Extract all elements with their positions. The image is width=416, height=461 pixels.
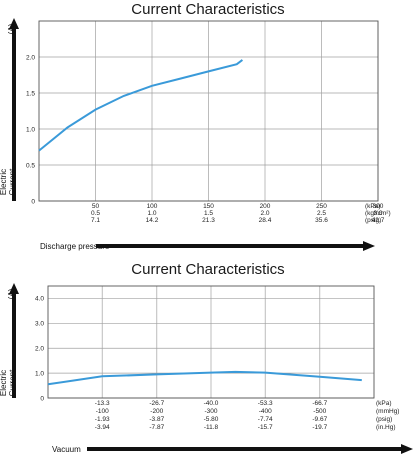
x-axis-arrow-head — [363, 241, 375, 251]
x-tick-label: 150 — [203, 203, 214, 210]
x-tick-label: -1.93 — [95, 416, 110, 423]
x-unit-label: (psig) — [365, 217, 381, 224]
x-unit-label: (kgf/cm²) — [365, 210, 391, 217]
y-tick-label: 4.0 — [35, 296, 44, 303]
x-tick-label: 50 — [92, 203, 100, 210]
x-tick-label: -3.94 — [95, 424, 110, 431]
x-tick-label: 14.2 — [146, 217, 159, 224]
x-tick-label: 42.7 — [372, 217, 385, 224]
x-tick-label: -100 — [96, 408, 109, 415]
y-axis-unit: (A) — [7, 23, 16, 34]
x-tick-label: -13.3 — [95, 400, 110, 407]
y-tick-label: 2.0 — [35, 346, 44, 353]
x-tick-label: -7.87 — [149, 424, 164, 431]
x-axis-arrow-shaft — [96, 244, 365, 248]
y-tick-label: 2.0 — [26, 54, 35, 61]
chart-discharge-pressure: 0 0.5 1.0 1.5 2.0 50 100 150 200 250 300(kPa) 0.5 1.… — [0, 18, 391, 251]
x-tick-label: 300 — [373, 203, 384, 210]
chart-title: Current Characteristics — [131, 261, 285, 278]
x-tick-label: 28.4 — [259, 217, 272, 224]
y-axis-arrow-head — [9, 283, 19, 294]
y-tick-label: 0.5 — [26, 162, 35, 169]
x-tick-label: 1.5 — [204, 210, 213, 217]
y-axis-unit: (A) — [7, 288, 16, 299]
x-tick-label: -500 — [313, 408, 326, 415]
x-tick-label: -66.7 — [312, 400, 327, 407]
x-tick-label: -5.80 — [204, 416, 219, 423]
x-tick-label: -300 — [204, 408, 217, 415]
x-tick-label: -15.7 — [258, 424, 273, 431]
x-tick-label: -3.87 — [149, 416, 164, 423]
x-tick-label: -19.7 — [312, 424, 327, 431]
y-tick-label: 0 — [40, 395, 44, 402]
x-tick-label: -11.8 — [204, 424, 219, 431]
x-axis-title: Discharge pressure — [40, 242, 110, 251]
plot-frame — [38, 20, 379, 202]
y-tick-label: 1.0 — [26, 126, 35, 133]
series-line — [38, 59, 244, 152]
y-tick-label: 0 — [31, 198, 35, 205]
x-tick-label: -26.7 — [149, 400, 164, 407]
x-tick-label: 3.0 — [373, 210, 382, 217]
x-axis-arrow-head — [401, 444, 413, 454]
y-tick-label: 3.0 — [35, 321, 44, 328]
x-tick-label: -7.74 — [258, 416, 273, 423]
y-axis-title: ElectricCurrent — [0, 369, 17, 396]
x-tick-label: 250 — [316, 203, 327, 210]
x-tick-label: -200 — [150, 408, 163, 415]
x-axis-title: Vacuum — [52, 445, 81, 454]
chart-panel-discharge: Current Characteristics 0 0.5 1.0 1.5 2.0 50 1… — [0, 1, 391, 251]
x-tick-label: -400 — [259, 408, 272, 415]
x-tick-label: -53.3 — [258, 400, 273, 407]
x-tick-label: 1.0 — [147, 210, 156, 217]
y-tick-label: 1.0 — [35, 370, 44, 377]
x-unit-label: (kPa) — [365, 203, 381, 210]
x-tick-label: 35.6 — [315, 217, 328, 224]
x-unit-label: (kPa) — [376, 400, 392, 407]
series-line — [47, 370, 362, 386]
x-unit-label: (mmHg) — [376, 408, 399, 415]
x-tick-label: 2.0 — [260, 210, 269, 217]
y-axis-arrow-head — [9, 18, 19, 29]
x-tick-label: 100 — [147, 203, 158, 210]
x-unit-label: (psig) — [376, 416, 392, 423]
x-tick-label: 2.5 — [317, 210, 326, 217]
x-tick-label: 21.3 — [202, 217, 215, 224]
x-tick-label: 7.1 — [91, 217, 100, 224]
x-tick-label: -9.67 — [312, 416, 327, 423]
chart-title: Current Characteristics — [131, 1, 285, 18]
x-axis-arrow-shaft — [87, 447, 403, 451]
y-axis-title: ElectricCurrent — [0, 168, 17, 195]
x-tick-label: 200 — [260, 203, 271, 210]
x-tick-label: -40.0 — [204, 400, 219, 407]
x-tick-label: 0.5 — [91, 210, 100, 217]
x-unit-label: (in.Hg) — [376, 424, 396, 431]
chart-panel-vacuum: Current Characteristics 0 1.0 2.0 3.0 4.0 -13… — [0, 255, 416, 461]
y-tick-label: 1.5 — [26, 90, 35, 97]
plot-frame — [47, 285, 375, 399]
y-axis-arrow-shaft — [12, 292, 16, 398]
chart-vacuum: 0 1.0 2.0 3.0 4.0 -13.3 -26.7 -40.0 -53.3 -66.7 (k… — [0, 283, 413, 454]
y-axis-arrow-shaft — [12, 27, 16, 201]
